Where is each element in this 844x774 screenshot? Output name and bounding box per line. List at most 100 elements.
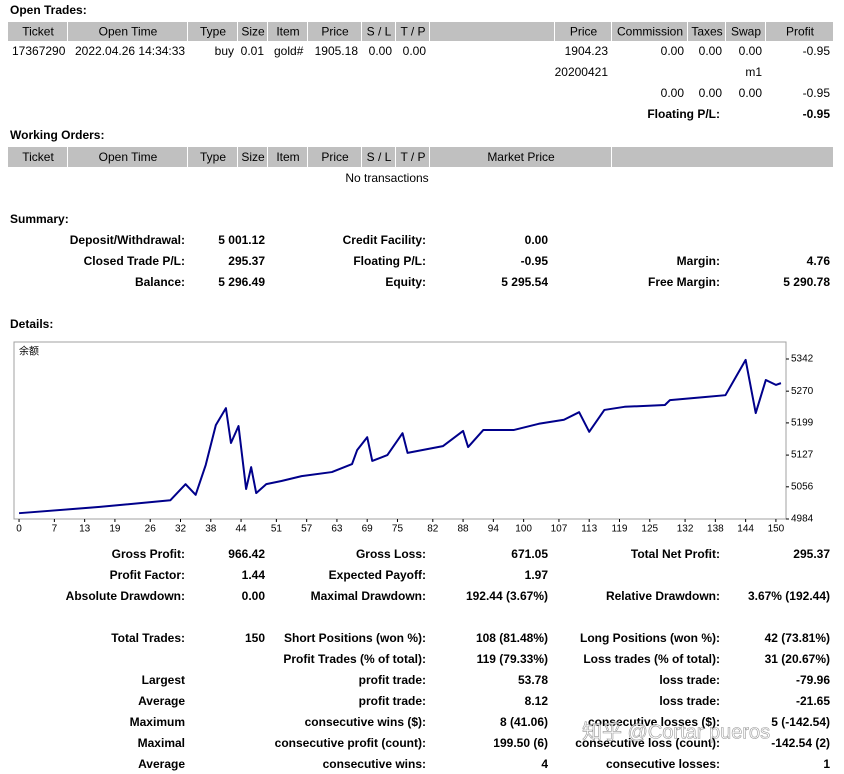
header-cell bbox=[188, 147, 237, 167]
column-header: Profit bbox=[786, 25, 815, 39]
header-cell bbox=[396, 22, 429, 41]
column-header: T / P bbox=[400, 150, 425, 164]
label: consecutive losses: bbox=[606, 757, 720, 771]
value: 0.00 bbox=[242, 589, 266, 603]
column-header: Item bbox=[276, 25, 299, 39]
header-cell bbox=[396, 147, 429, 167]
value: 295.37 bbox=[228, 254, 265, 268]
column-header: Item bbox=[276, 150, 299, 164]
column-header: Price bbox=[321, 150, 349, 164]
cell: -0.95 bbox=[803, 86, 831, 100]
x-tick-label: 63 bbox=[331, 524, 343, 535]
header-cell bbox=[238, 147, 267, 167]
column-header: Price bbox=[321, 25, 349, 39]
label: Largest bbox=[142, 673, 185, 687]
value: 1.97 bbox=[525, 568, 549, 582]
label: Absolute Drawdown: bbox=[66, 589, 185, 603]
value: 8.12 bbox=[525, 694, 549, 708]
value: -79.96 bbox=[796, 673, 830, 687]
column-header: Open Time bbox=[99, 25, 158, 39]
cell: gold# bbox=[274, 44, 304, 58]
column-header: Ticket bbox=[22, 150, 54, 164]
label: consecutive losses ($): bbox=[588, 715, 720, 729]
x-tick-label: 32 bbox=[175, 524, 187, 535]
column-header: Size bbox=[241, 25, 265, 39]
label: Closed Trade P/L: bbox=[84, 254, 185, 268]
label: Gross Loss: bbox=[356, 547, 426, 561]
x-tick-label: 100 bbox=[515, 524, 532, 535]
cell: 0.00 bbox=[661, 44, 685, 58]
label: loss trade: bbox=[659, 673, 720, 687]
value: 108 (81.48%) bbox=[476, 631, 548, 645]
label: Loss trades (% of total): bbox=[583, 652, 720, 666]
cell: 0.00 bbox=[699, 86, 723, 100]
section-title: Working Orders: bbox=[10, 128, 104, 142]
x-tick-label: 69 bbox=[362, 524, 374, 535]
label: Margin: bbox=[677, 254, 720, 268]
x-tick-label: 0 bbox=[16, 524, 22, 535]
label: Deposit/Withdrawal: bbox=[70, 233, 185, 247]
x-tick-label: 144 bbox=[737, 524, 754, 535]
x-tick-label: 44 bbox=[235, 524, 247, 535]
header-cell bbox=[430, 147, 611, 167]
label: Balance: bbox=[135, 275, 185, 289]
x-tick-label: 119 bbox=[612, 524, 628, 535]
cell: 0.00 bbox=[699, 44, 723, 58]
cell: 0.00 bbox=[369, 44, 393, 58]
header-cell bbox=[726, 22, 765, 41]
legend-label: 余额 bbox=[19, 345, 39, 358]
header-cell bbox=[268, 147, 307, 167]
section-title: Open Trades: bbox=[10, 3, 87, 17]
value: 5 295.54 bbox=[501, 275, 548, 289]
cell: -0.95 bbox=[803, 44, 831, 58]
header-cell bbox=[555, 22, 611, 41]
column-header: T / P bbox=[400, 25, 425, 39]
x-tick-label: 26 bbox=[145, 524, 157, 535]
label: Total Net Profit: bbox=[631, 547, 720, 561]
cell: 1904.23 bbox=[565, 44, 609, 58]
header-cell bbox=[430, 22, 554, 41]
chart-frame bbox=[13, 341, 787, 520]
header-cell bbox=[68, 147, 187, 167]
column-header: S / L bbox=[367, 150, 392, 164]
x-tick-label: 113 bbox=[581, 524, 597, 535]
header-cell bbox=[8, 22, 67, 41]
label: Floating P/L: bbox=[353, 254, 426, 268]
x-tick-label: 13 bbox=[79, 524, 91, 535]
value: 1 bbox=[823, 757, 830, 771]
header-cell bbox=[766, 22, 833, 41]
y-tick-label: 5127 bbox=[791, 450, 814, 461]
x-tick-label: 88 bbox=[458, 524, 470, 535]
value: 5 001.12 bbox=[218, 233, 265, 247]
balance-line bbox=[18, 358, 782, 515]
header-cell bbox=[612, 147, 833, 167]
value: 1.44 bbox=[242, 568, 266, 582]
cell: buy bbox=[215, 44, 234, 58]
label: Expected Payoff: bbox=[329, 568, 426, 582]
y-tick-label: 4984 bbox=[791, 514, 814, 525]
value: 0.00 bbox=[525, 233, 549, 247]
empty-message: No transactions bbox=[345, 171, 428, 185]
label: Short Positions (won %): bbox=[284, 631, 426, 645]
cell: 1905.18 bbox=[315, 44, 359, 58]
label: profit trade: bbox=[359, 694, 426, 708]
value: 966.42 bbox=[228, 547, 265, 561]
label: Gross Profit: bbox=[112, 547, 185, 561]
cell: 17367290 bbox=[12, 44, 66, 58]
x-tick-label: 125 bbox=[641, 524, 658, 535]
cell: m1 bbox=[745, 65, 762, 79]
value: 4 bbox=[541, 757, 548, 771]
value: 5 296.49 bbox=[218, 275, 265, 289]
watermark: 知乎 @Cortar pueros bbox=[582, 720, 770, 743]
floating-label: Floating P/L: bbox=[647, 107, 720, 121]
x-tick-label: 38 bbox=[205, 524, 217, 535]
column-header: Taxes bbox=[691, 25, 722, 39]
section-title: Details: bbox=[10, 317, 53, 331]
x-tick-label: 75 bbox=[392, 524, 404, 535]
label: loss trade: bbox=[659, 694, 720, 708]
header-cell bbox=[238, 22, 267, 41]
y-tick-label: 5199 bbox=[791, 418, 814, 429]
label: Credit Facility: bbox=[343, 233, 426, 247]
label: Maximal bbox=[138, 736, 185, 750]
